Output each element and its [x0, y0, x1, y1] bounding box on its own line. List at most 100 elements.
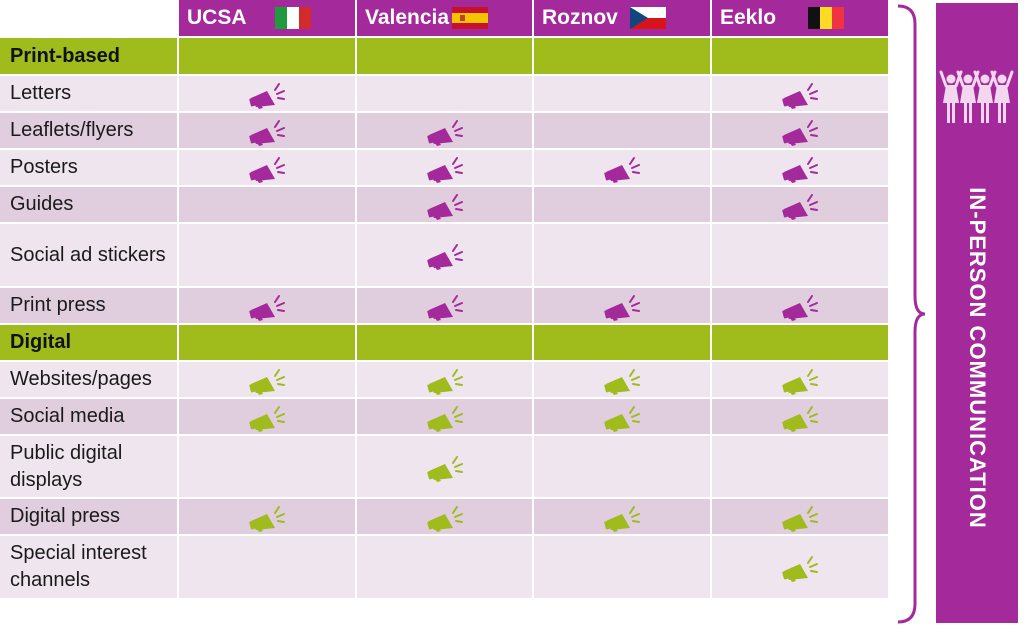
channel-mark [534, 76, 712, 113]
channel-mark [534, 399, 712, 436]
section-header-cell [712, 38, 890, 76]
megaphone-icon [604, 156, 640, 183]
curly-brace [897, 4, 926, 624]
megaphone-icon [604, 405, 640, 432]
channel-mark [534, 499, 712, 536]
channel-mark [534, 187, 712, 224]
channel-label-text: Social media [10, 405, 125, 427]
channel-mark [179, 187, 357, 224]
channel-mark [179, 536, 357, 600]
channel-mark [534, 536, 712, 600]
megaphone-icon [426, 119, 463, 146]
channel-mark [179, 399, 357, 436]
channel-label: Public digital displays [0, 436, 179, 499]
section-title-text: Print-based [10, 44, 121, 67]
megaphone-icon [249, 119, 285, 146]
section-title: Print-based [0, 38, 179, 76]
megaphone-icon [782, 505, 818, 532]
megaphone-icon [249, 368, 285, 395]
column-header-1: UCSA [179, 0, 357, 38]
channel-mark [357, 499, 534, 536]
channel-label-text: Letters [10, 82, 72, 104]
channel-mark [179, 113, 357, 150]
channel-label: Digital press [0, 499, 179, 536]
megaphone-icon [249, 294, 285, 321]
column-header-2: Valencia [357, 0, 534, 38]
channel-label: Leaflets/flyers [0, 113, 179, 150]
channel-label: Special interest channels [0, 536, 179, 600]
channel-mark [712, 536, 890, 600]
megaphone-icon [249, 505, 285, 532]
channel-mark [712, 399, 890, 436]
channel-mark [534, 224, 712, 288]
megaphone-icon [426, 244, 463, 270]
channel-mark [534, 362, 712, 399]
megaphone-icon [782, 156, 818, 183]
column-header-1-text: UCSA [187, 6, 247, 29]
channel-mark [179, 499, 357, 536]
channel-label-text: Social ad stickers [10, 243, 166, 266]
megaphone-icon [426, 455, 463, 482]
channel-label-text: Posters [10, 156, 78, 178]
channel-label: Social ad stickers [0, 224, 179, 288]
channel-label: Guides [0, 187, 179, 224]
channel-mark [357, 536, 534, 600]
megaphone-icon [782, 82, 818, 109]
section-header-cell [534, 325, 712, 362]
megaphone-icon [426, 505, 463, 532]
channel-mark [534, 113, 712, 150]
channel-mark [357, 76, 534, 113]
megaphone-icon [782, 119, 818, 146]
communication-channels-table: UCSA Valencia Roznov Eeklo Print-based Letter… [0, 0, 890, 600]
header-corner [0, 0, 179, 38]
channel-mark [179, 224, 357, 288]
megaphone-icon [426, 368, 463, 395]
channel-label: Posters [0, 150, 179, 187]
megaphone-icon [782, 556, 818, 582]
channel-label-text: Digital press [10, 505, 121, 527]
channel-mark [357, 150, 534, 187]
channel-mark [357, 436, 534, 499]
section-header-cell [357, 38, 534, 76]
belgium-flag-icon [808, 7, 844, 29]
megaphone-icon [782, 368, 818, 395]
channel-mark [357, 187, 534, 224]
section-header-cell [179, 38, 357, 76]
megaphone-icon [604, 294, 640, 321]
channel-mark [179, 288, 357, 325]
people-group-icon [939, 70, 1014, 123]
section-header-cell [712, 325, 890, 362]
channel-label: Letters [0, 76, 179, 113]
channel-mark [357, 224, 534, 288]
channel-mark [712, 499, 890, 536]
spain-flag-icon [452, 7, 488, 29]
channel-mark [357, 362, 534, 399]
channel-mark [534, 150, 712, 187]
megaphone-icon [604, 368, 640, 395]
channel-mark [712, 288, 890, 325]
megaphone-icon [604, 505, 640, 532]
megaphone-icon [249, 156, 285, 183]
channel-mark [712, 187, 890, 224]
megaphone-icon [249, 405, 285, 432]
section-header-cell [357, 325, 534, 362]
column-header-3-text: Roznov [542, 6, 618, 29]
channel-mark [357, 113, 534, 150]
channel-mark [712, 362, 890, 399]
channel-label-text: Leaflets/flyers [10, 119, 134, 141]
channel-mark [534, 288, 712, 325]
channel-mark [179, 436, 357, 499]
section-title-text: Digital [10, 331, 72, 353]
channel-label: Print press [0, 288, 179, 325]
megaphone-icon [782, 193, 818, 220]
channel-label: Social media [0, 399, 179, 436]
section-header-cell [179, 325, 357, 362]
channel-label: Websites/pages [0, 362, 179, 399]
in-person-communication-banner: IN-PERSON COMMUNICATION [936, 3, 1018, 623]
megaphone-icon [426, 405, 463, 432]
column-header-2-text: Valencia [365, 6, 450, 29]
column-header-4: Eeklo [712, 0, 890, 38]
channel-label-text: Print press [10, 294, 106, 316]
italy-flag-icon [275, 7, 311, 29]
channel-mark [179, 150, 357, 187]
